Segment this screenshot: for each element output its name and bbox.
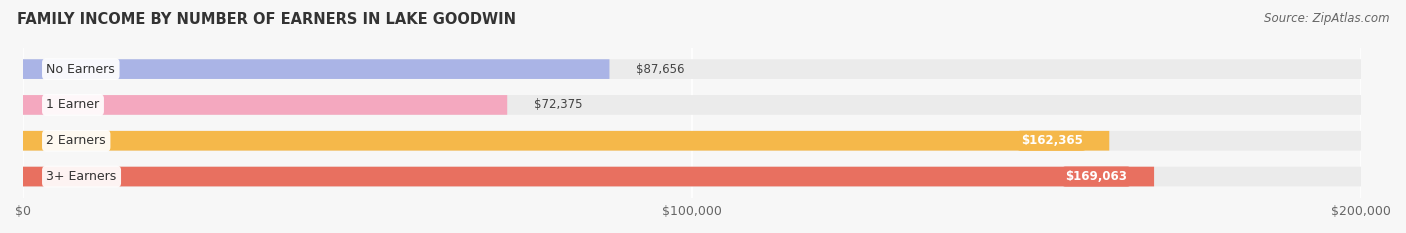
Text: 2 Earners: 2 Earners: [46, 134, 105, 147]
Text: $87,656: $87,656: [636, 63, 685, 76]
FancyBboxPatch shape: [22, 131, 1109, 151]
Text: $162,365: $162,365: [1021, 134, 1083, 147]
Text: Source: ZipAtlas.com: Source: ZipAtlas.com: [1264, 12, 1389, 25]
Text: FAMILY INCOME BY NUMBER OF EARNERS IN LAKE GOODWIN: FAMILY INCOME BY NUMBER OF EARNERS IN LA…: [17, 12, 516, 27]
Text: 3+ Earners: 3+ Earners: [46, 170, 117, 183]
FancyBboxPatch shape: [22, 95, 1361, 115]
Text: $169,063: $169,063: [1066, 170, 1128, 183]
FancyBboxPatch shape: [22, 59, 1361, 79]
FancyBboxPatch shape: [22, 131, 1361, 151]
Text: No Earners: No Earners: [46, 63, 115, 76]
Text: $72,375: $72,375: [534, 98, 582, 111]
FancyBboxPatch shape: [22, 167, 1361, 186]
FancyBboxPatch shape: [22, 59, 609, 79]
FancyBboxPatch shape: [22, 167, 1154, 186]
FancyBboxPatch shape: [22, 95, 508, 115]
Text: 1 Earner: 1 Earner: [46, 98, 100, 111]
